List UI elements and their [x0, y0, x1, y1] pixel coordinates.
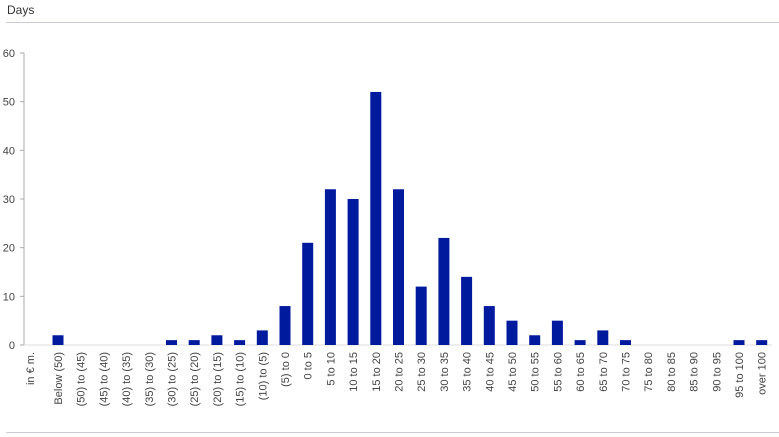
- y-tick-label: 30: [3, 194, 15, 206]
- y-tick-label: 0: [9, 340, 15, 352]
- x-tick-label: 35 to 40: [462, 352, 474, 392]
- x-tick-label: 75 to 80: [643, 352, 655, 392]
- bar: [756, 340, 768, 345]
- x-tick-label: 25 to 30: [416, 352, 428, 392]
- bar: [438, 237, 450, 345]
- x-tick-label: 65 to 70: [598, 352, 610, 392]
- bar: [166, 340, 177, 345]
- bar: [506, 320, 518, 345]
- x-tick-label: 20 to 25: [394, 352, 406, 392]
- x-tick-label: (10) to (5): [257, 352, 269, 400]
- bar: [256, 330, 268, 345]
- x-tick-label: (45) to (40): [98, 352, 110, 406]
- bar: [597, 330, 609, 345]
- bar: [733, 340, 745, 345]
- top-rule: [6, 22, 779, 23]
- x-tick-label: (20) to (15): [212, 352, 224, 406]
- bar: [52, 335, 64, 345]
- bar: [529, 335, 541, 345]
- bar: [324, 189, 336, 345]
- bar: [188, 340, 200, 345]
- x-tick-label: 55 to 60: [552, 352, 564, 392]
- bar: [574, 340, 586, 345]
- x-tick-label: 50 to 55: [530, 352, 542, 392]
- x-tick-label: (30) to (25): [167, 352, 179, 406]
- bar: [393, 189, 404, 345]
- x-tick-label: over 100: [757, 352, 769, 395]
- x-tick-label: 90 to 95: [711, 352, 723, 392]
- y-tick-label: 60: [3, 48, 15, 60]
- x-tick-label: 70 to 75: [621, 352, 633, 392]
- bottom-rule: [6, 432, 779, 433]
- bar: [302, 242, 314, 345]
- x-tick-label: (50) to (45): [76, 352, 88, 406]
- bar: [211, 335, 223, 345]
- x-tick-label: 80 to 85: [666, 352, 678, 392]
- x-tick-label: (35) to (30): [144, 352, 156, 406]
- x-tick-label: 5 to 10: [325, 352, 337, 386]
- x-axis-unit-label: in € m.: [25, 352, 37, 385]
- bar: [461, 276, 473, 345]
- x-tick-label: 0 to 5: [303, 352, 315, 380]
- x-tick-label: 60 to 65: [575, 352, 587, 392]
- chart-title: Days: [7, 3, 35, 17]
- x-tick-label: 30 to 35: [439, 352, 451, 392]
- x-tick-label: 40 to 45: [484, 352, 496, 392]
- y-tick-label: 20: [3, 243, 15, 255]
- x-tick-label: 15 to 20: [371, 352, 383, 392]
- bar: [620, 340, 631, 345]
- bar: [234, 340, 246, 345]
- x-tick-label: 95 to 100: [734, 352, 746, 398]
- y-tick-label: 50: [3, 97, 15, 109]
- bar: [415, 286, 427, 345]
- x-tick-label: (25) to (20): [189, 352, 201, 406]
- bar: [551, 320, 563, 345]
- x-tick-label: Below (50): [53, 352, 65, 405]
- x-tick-label: (40) to (35): [121, 352, 133, 406]
- bar: [347, 199, 359, 345]
- y-tick-label: 10: [3, 291, 15, 303]
- y-tick-label: 40: [3, 145, 15, 157]
- x-tick-label: 45 to 50: [507, 352, 519, 392]
- bar: [279, 306, 291, 345]
- x-tick-label: 10 to 15: [348, 352, 360, 392]
- bar: [483, 306, 495, 345]
- x-tick-label: (15) to (10): [235, 352, 247, 406]
- x-tick-label: 85 to 90: [689, 352, 701, 392]
- x-tick-label: (5) to 0: [280, 352, 292, 387]
- bar: [370, 91, 382, 345]
